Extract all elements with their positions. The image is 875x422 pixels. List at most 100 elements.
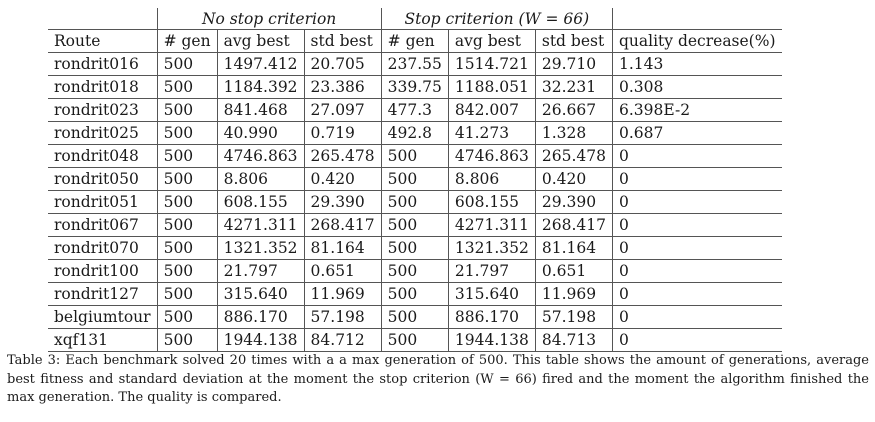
column-header: avg best bbox=[447, 29, 536, 53]
table-row: rondrit018 500 1184.392 23.386 339.75 1188.05… bbox=[48, 75, 782, 99]
table-cell: 492.8 bbox=[380, 121, 449, 145]
table-row: rondrit127 500 315.640 11.969 500 315.640 11.9… bbox=[48, 282, 782, 306]
table-cell: 268.417 bbox=[534, 213, 613, 237]
table-cell: 0 bbox=[611, 259, 782, 283]
table-cell: 0 bbox=[611, 282, 782, 306]
group-header-row: No stop criterion Stop criterion (W = 66… bbox=[48, 8, 782, 30]
table-cell: 886.170 bbox=[447, 305, 536, 329]
table-cell: 0 bbox=[611, 190, 782, 214]
table-cell: 21.797 bbox=[216, 259, 305, 283]
table-row: rondrit051 500 608.155 29.390 500 608.155 29.3… bbox=[48, 190, 782, 214]
table-cell: 20.705 bbox=[303, 52, 382, 76]
table-cell: 40.990 bbox=[216, 121, 305, 145]
group-header-no-stop: No stop criterion bbox=[156, 8, 382, 30]
group-header-stop: Stop criterion (W = 66) bbox=[380, 8, 613, 30]
results-table-container: No stop criterion Stop criterion (W = 66… bbox=[48, 8, 782, 352]
table-cell: 0 bbox=[611, 305, 782, 329]
table-cell: 500 bbox=[156, 98, 218, 122]
table-cell: 1944.138 bbox=[447, 328, 536, 352]
route-cell: rondrit023 bbox=[48, 98, 158, 122]
table-cell: 0.308 bbox=[611, 75, 782, 99]
table-cell: 0.687 bbox=[611, 121, 782, 145]
table-cell: 0 bbox=[611, 328, 782, 352]
table-cell: 500 bbox=[380, 236, 449, 260]
table-row: rondrit023 500 841.468 27.097 477.3 842.007 26… bbox=[48, 98, 782, 122]
table-cell: 8.806 bbox=[216, 167, 305, 191]
table-cell: 4746.863 bbox=[216, 144, 305, 168]
group-header-empty bbox=[48, 8, 157, 30]
table-cell: 500 bbox=[380, 259, 449, 283]
table-cell: 500 bbox=[380, 144, 449, 168]
table-cell: 81.164 bbox=[534, 236, 613, 260]
table-body: rondrit016 500 1497.412 20.705 237.55 1514.72… bbox=[48, 52, 782, 352]
table-cell: 500 bbox=[156, 144, 218, 168]
table-row: rondrit067 500 4271.311 268.417 500 4271.311 2… bbox=[48, 213, 782, 237]
route-cell: rondrit016 bbox=[48, 52, 158, 76]
table-cell: 841.468 bbox=[216, 98, 305, 122]
route-cell: belgiumtour bbox=[48, 305, 158, 329]
table-cell: 57.198 bbox=[534, 305, 613, 329]
column-header: # gen bbox=[156, 29, 218, 53]
table-cell: 26.667 bbox=[534, 98, 613, 122]
column-header: quality decrease(%) bbox=[611, 29, 782, 53]
table-cell: 886.170 bbox=[216, 305, 305, 329]
table-cell: 41.273 bbox=[447, 121, 536, 145]
table-cell: 0 bbox=[611, 236, 782, 260]
table-cell: 23.386 bbox=[303, 75, 382, 99]
table-caption: Table 3: Each benchmark solved 20 times … bbox=[7, 353, 869, 405]
table-cell: 608.155 bbox=[216, 190, 305, 214]
table-cell: 500 bbox=[156, 328, 218, 352]
table-row: xqf131 500 1944.138 84.712 500 1944.138 84.713… bbox=[48, 328, 782, 352]
table-row: rondrit016 500 1497.412 20.705 237.55 1514.72… bbox=[48, 52, 782, 76]
table-cell: 500 bbox=[380, 213, 449, 237]
table-cell: 1497.412 bbox=[216, 52, 305, 76]
table-cell: 500 bbox=[156, 236, 218, 260]
route-cell: xqf131 bbox=[48, 328, 158, 352]
table-cell: 500 bbox=[156, 190, 218, 214]
table-cell: 1321.352 bbox=[216, 236, 305, 260]
table-cell: 500 bbox=[156, 259, 218, 283]
table-cell: 29.390 bbox=[303, 190, 382, 214]
table-row: rondrit050 500 8.806 0.420 500 8.806 0.420 0 bbox=[48, 167, 782, 191]
table-cell: 0.420 bbox=[534, 167, 613, 191]
table-row: rondrit025 500 40.990 0.719 492.8 41.273 1.328… bbox=[48, 121, 782, 145]
table-cell: 1.328 bbox=[534, 121, 613, 145]
table-cell: 1184.392 bbox=[216, 75, 305, 99]
table-cell: 500 bbox=[156, 282, 218, 306]
table-cell: 8.806 bbox=[447, 167, 536, 191]
table-cell: 84.713 bbox=[534, 328, 613, 352]
table-cell: 500 bbox=[380, 305, 449, 329]
table-cell: 4746.863 bbox=[447, 144, 536, 168]
table-cell: 4271.311 bbox=[216, 213, 305, 237]
route-cell: rondrit018 bbox=[48, 75, 158, 99]
table-cell: 268.417 bbox=[303, 213, 382, 237]
route-cell: rondrit025 bbox=[48, 121, 158, 145]
table-cell: 81.164 bbox=[303, 236, 382, 260]
table-cell: 500 bbox=[380, 328, 449, 352]
table-cell: 0.651 bbox=[303, 259, 382, 283]
table-cell: 6.398E-2 bbox=[611, 98, 782, 122]
table-cell: 1514.721 bbox=[447, 52, 536, 76]
table-cell: 21.797 bbox=[447, 259, 536, 283]
table-cell: 4271.311 bbox=[447, 213, 536, 237]
table-cell: 1.143 bbox=[611, 52, 782, 76]
column-header: # gen bbox=[380, 29, 449, 53]
table-cell: 27.097 bbox=[303, 98, 382, 122]
table-cell: 500 bbox=[156, 213, 218, 237]
table-cell: 32.231 bbox=[534, 75, 613, 99]
table-row: rondrit070 500 1321.352 81.164 500 1321.352 81… bbox=[48, 236, 782, 260]
group-header-empty-right bbox=[611, 8, 782, 30]
table-cell: 608.155 bbox=[447, 190, 536, 214]
table-cell: 1321.352 bbox=[447, 236, 536, 260]
column-header: std best bbox=[534, 29, 613, 53]
table-cell: 237.55 bbox=[380, 52, 449, 76]
table-row: rondrit048 500 4746.863 265.478 500 4746.863 2… bbox=[48, 144, 782, 168]
table-cell: 265.478 bbox=[303, 144, 382, 168]
route-cell: rondrit050 bbox=[48, 167, 158, 191]
route-cell: rondrit051 bbox=[48, 190, 158, 214]
table-cell: 11.969 bbox=[534, 282, 613, 306]
table-cell: 0.420 bbox=[303, 167, 382, 191]
table-cell: 500 bbox=[380, 167, 449, 191]
table-cell: 11.969 bbox=[303, 282, 382, 306]
table-cell: 842.007 bbox=[447, 98, 536, 122]
